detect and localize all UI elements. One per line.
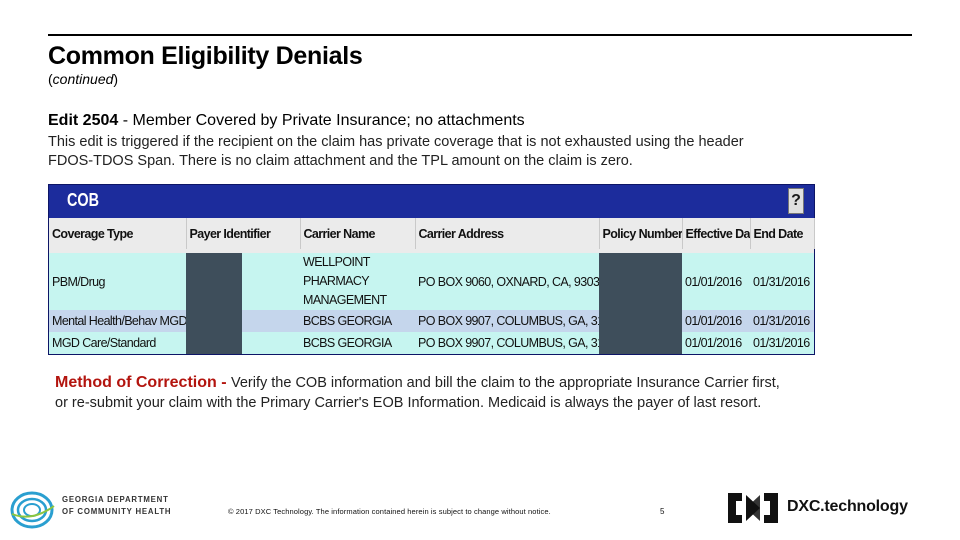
gdch-logo: GEORGIA DEPARTMENT OF COMMUNITY HEALTH <box>10 490 180 530</box>
cell-effective-date: 01/01/2016 <box>682 253 750 310</box>
gdch-globe-icon <box>10 491 55 529</box>
cell-carrier-address: PO BOX 9907, COLUMBUS, GA, 31908 <box>415 310 599 332</box>
table-row[interactable]: MGD Care/Standard BCBS GEORGIA PO BOX 99… <box>49 332 814 354</box>
table-row[interactable]: PBM/Drug WELLPOINT PHARMACY MANAGEMENT P… <box>49 253 814 310</box>
redacted-payer-identifier <box>186 332 242 354</box>
cell-coverage-type: PBM/Drug <box>49 253 186 310</box>
method-of-correction: Method of Correction - Verify the COB in… <box>55 373 795 413</box>
table-row[interactable]: Mental Health/Behav MGD Care BCBS GEORGI… <box>49 310 814 332</box>
gdch-wordmark: GEORGIA DEPARTMENT OF COMMUNITY HEALTH <box>62 495 172 516</box>
table-header-row: Coverage Type Payer Identifier Carrier N… <box>49 218 815 249</box>
cell-coverage-type: MGD Care/Standard <box>49 332 186 354</box>
cell-payer-identifier <box>242 253 300 310</box>
edit-description: This edit is triggered if the recipient … <box>48 134 744 169</box>
col-header-effective-date[interactable]: Effective Date <box>682 218 751 249</box>
edit-title: - Member Covered by Private Insurance; n… <box>118 112 525 129</box>
cell-payer-identifier <box>242 310 300 332</box>
edit-heading: Edit 2504 - Member Covered by Private In… <box>48 112 525 130</box>
dxc-mark-icon <box>728 493 778 523</box>
cob-table: Coverage Type Payer Identifier Carrier N… <box>49 218 815 354</box>
page-number: 5 <box>660 507 665 516</box>
redacted-payer-identifier <box>186 310 242 332</box>
col-header-coverage-type[interactable]: Coverage Type <box>49 218 187 249</box>
copyright-notice: © 2017 DXC Technology. The information c… <box>228 507 551 516</box>
cell-coverage-type: Mental Health/Behav MGD Care <box>49 310 186 332</box>
cell-payer-identifier <box>242 332 300 354</box>
cell-carrier-name: BCBS GEORGIA <box>300 310 415 332</box>
redacted-payer-identifier <box>186 253 242 310</box>
header-gap <box>49 249 814 253</box>
cob-panel-title: COB <box>67 190 99 210</box>
top-rule <box>48 34 912 36</box>
cell-carrier-name: BCBS GEORGIA <box>300 332 415 354</box>
edit-code: Edit 2504 <box>48 112 119 129</box>
cell-carrier-address: PO BOX 9060, OXNARD, CA, 93031 <box>415 253 599 310</box>
cell-end-date: 01/31/2016 <box>750 253 814 310</box>
page-title: Common Eligibility Denials <box>48 42 363 70</box>
redacted-policy-number <box>599 253 682 310</box>
redacted-policy-number <box>599 310 682 332</box>
method-text: Verify the COB information and bill the … <box>55 375 780 411</box>
cell-carrier-name: WELLPOINT PHARMACY MANAGEMENT <box>300 253 415 310</box>
redacted-policy-number <box>599 332 682 354</box>
cell-carrier-address: PO BOX 9907, COLUMBUS, GA, 31908 <box>415 332 599 354</box>
help-button[interactable]: ? <box>788 188 804 214</box>
cell-effective-date: 01/01/2016 <box>682 332 750 354</box>
page-subtitle: (continued) <box>48 71 119 87</box>
cell-effective-date: 01/01/2016 <box>682 310 750 332</box>
cob-panel: COB ? Coverage Type Payer Identifier Car… <box>48 184 815 355</box>
cell-end-date: 01/31/2016 <box>750 310 814 332</box>
cell-end-date: 01/31/2016 <box>750 332 814 354</box>
method-label: Method of Correction - <box>55 374 231 391</box>
col-header-end-date[interactable]: End Date <box>750 218 815 249</box>
col-header-policy-number[interactable]: Policy Number <box>599 218 683 249</box>
col-header-carrier-name[interactable]: Carrier Name <box>300 218 416 249</box>
dxc-logo: DXC.technology <box>724 491 924 525</box>
col-header-carrier-address[interactable]: Carrier Address <box>415 218 600 249</box>
col-header-payer-identifier[interactable]: Payer Identifier <box>186 218 301 249</box>
dxc-wordmark: DXC.technology <box>787 498 908 515</box>
